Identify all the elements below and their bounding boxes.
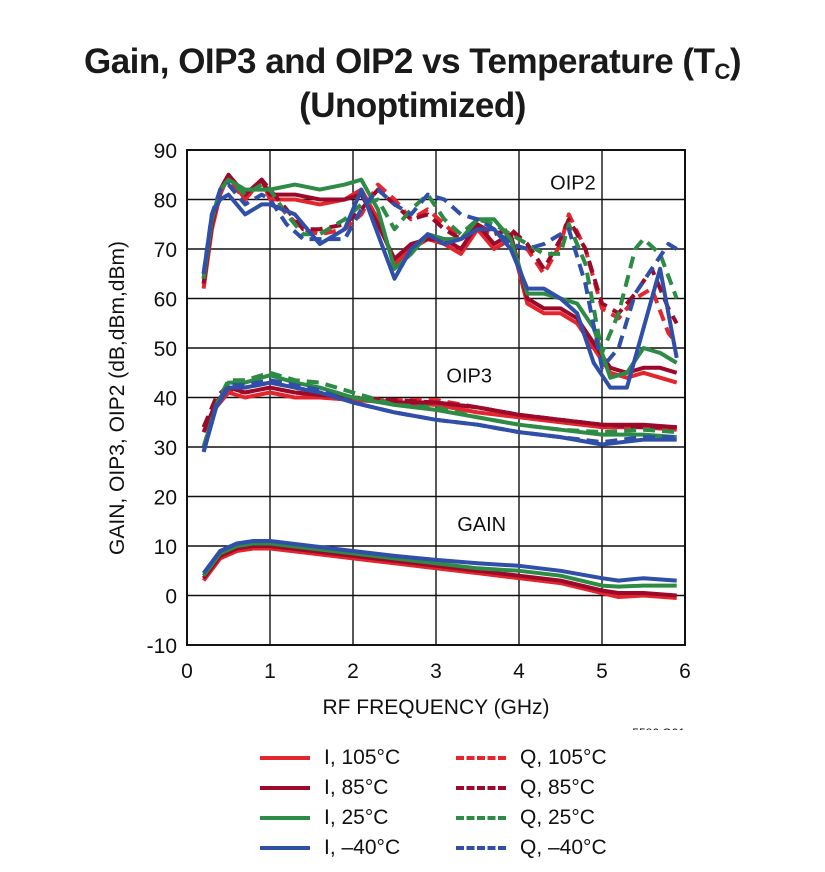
legend-swatch [456, 846, 506, 850]
chart-title-line1: Gain, OIP3 and OIP2 vs Temperature (TC) [0, 42, 825, 85]
title-close: ) [729, 42, 742, 81]
series-line-19 [201, 182, 678, 370]
legend-item: I, 85°C [260, 776, 388, 800]
series-line-10 [201, 380, 677, 453]
figure-id: 5586 G01 [632, 726, 685, 730]
series-line-8 [201, 373, 677, 448]
legend-item: I, 105°C [260, 746, 400, 770]
legend-label: Q, –40°C [520, 836, 607, 859]
legend-item: Q, 25°C [456, 806, 595, 830]
title-subscript: C [714, 59, 730, 84]
y-tick-label: -10 [147, 635, 177, 658]
legend-swatch [456, 756, 506, 760]
series-line-17 [201, 177, 679, 355]
legend-label: Q, 85°C [520, 776, 595, 799]
x-tick-label: 3 [430, 660, 442, 683]
legend-label: I, 85°C [324, 776, 389, 799]
y-tick-label: 60 [154, 289, 177, 312]
legend-swatch [260, 816, 310, 820]
legend-swatch [260, 756, 310, 760]
series-line-9 [201, 370, 677, 448]
x-tick-label: 2 [347, 660, 359, 683]
chart-title-line2: (Unoptimized) [299, 86, 526, 125]
legend-item: I, 25°C [260, 806, 388, 830]
y-tick-label: 10 [154, 536, 177, 559]
legend-item: Q, 105°C [456, 746, 607, 770]
legend-item: Q, 85°C [456, 776, 595, 800]
series-line-16 [201, 177, 678, 380]
legend-swatch [456, 786, 506, 790]
legend-label: I, 105°C [324, 746, 401, 769]
legend-swatch [260, 786, 310, 790]
y-tick-label: 40 [154, 388, 177, 411]
y-tick-label: 90 [154, 140, 177, 163]
x-tick-label: 6 [679, 660, 691, 683]
legend-label: Q, 105°C [520, 746, 607, 769]
y-axis-label: GAIN, OIP3, OIP2 (dB,dBm,dBm) [106, 241, 129, 555]
series-group [201, 172, 679, 600]
x-tick-label: 5 [596, 660, 608, 683]
x-tick-label: 4 [513, 660, 525, 683]
legend-swatch [456, 816, 506, 820]
annotation-oip2: OIP2 [550, 173, 596, 195]
x-tick-label: 1 [264, 660, 276, 683]
title-text: Gain, OIP3 and OIP2 vs Temperature (T [83, 42, 715, 81]
annotation-gain: GAIN [457, 514, 506, 536]
x-tick-label: 0 [181, 660, 193, 683]
legend-label: Q, 25°C [520, 806, 595, 829]
series-line-15 [201, 172, 679, 325]
legend-item: Q, –40°C [456, 836, 607, 860]
y-tick-label: 50 [154, 338, 177, 361]
annotation-oip3: OIP3 [446, 366, 492, 388]
legend-item: I, –40°C [260, 836, 400, 860]
y-tick-label: 80 [154, 190, 177, 213]
y-tick-label: 0 [165, 586, 177, 609]
legend-label: I, 25°C [324, 806, 389, 829]
x-axis-label: RF FREQUENCY (GHz) [322, 696, 549, 719]
y-tick-label: 20 [154, 487, 177, 510]
series-line-1 [201, 544, 677, 598]
series-line-2 [201, 541, 677, 589]
series-line-3 [201, 539, 677, 583]
y-tick-label: 30 [154, 437, 177, 460]
plot-frame [186, 149, 686, 646]
y-tick-label: 70 [154, 239, 177, 262]
series-line-0 [201, 546, 677, 600]
legend-swatch [260, 846, 310, 850]
series-line-11 [201, 378, 677, 453]
annotations: OIP2 OIP3 GAIN [446, 173, 595, 537]
legend-label: I, –40°C [324, 836, 401, 859]
series-line-18 [201, 187, 679, 390]
